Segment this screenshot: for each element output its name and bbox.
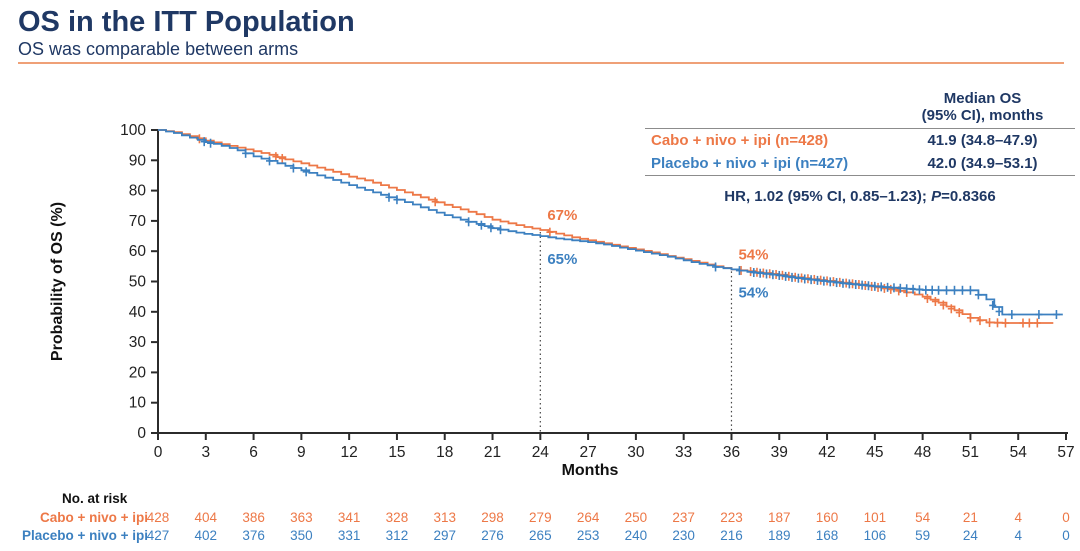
- at-risk-value: 237: [672, 510, 695, 525]
- at-risk-value: 312: [386, 528, 409, 543]
- at-risk-row-label-cabo: Cabo + nivo + ipi: [40, 510, 148, 525]
- y-tick-label: 10: [129, 395, 147, 412]
- x-tick-label: 48: [914, 444, 931, 461]
- x-tick-label: 57: [1057, 444, 1074, 461]
- x-tick-label: 21: [484, 444, 501, 461]
- at-risk-value: 160: [816, 510, 839, 525]
- at-risk-value: 4: [1014, 510, 1022, 525]
- at-risk-value: 404: [195, 510, 218, 525]
- x-tick-label: 45: [866, 444, 883, 461]
- x-tick-label: 24: [532, 444, 550, 461]
- hazard-ratio-text: HR, 1.02 (95% CI, 0.85–1.23); P=0.8366: [645, 188, 1075, 205]
- at-risk-value: 298: [481, 510, 504, 525]
- at-risk-value: 328: [386, 510, 409, 525]
- landmark-label: 65%: [547, 251, 577, 268]
- y-tick-label: 60: [129, 243, 147, 260]
- at-risk-value: 253: [577, 528, 600, 543]
- y-tick-label: 20: [129, 364, 147, 381]
- y-tick-label: 40: [129, 304, 147, 321]
- at-risk-value: 376: [242, 528, 265, 543]
- title-divider: [18, 62, 1064, 64]
- at-risk-value: 4: [1014, 528, 1022, 543]
- at-risk-value: 21: [963, 510, 978, 525]
- x-tick-label: 39: [771, 444, 788, 461]
- at-risk-value: 0: [1062, 528, 1070, 543]
- p-value: =0.8366: [941, 188, 996, 205]
- x-tick-label: 3: [201, 444, 210, 461]
- at-risk-value: 168: [816, 528, 839, 543]
- at-risk-value: 0: [1062, 510, 1070, 525]
- at-risk-value: 341: [338, 510, 361, 525]
- at-risk-value: 427: [147, 528, 170, 543]
- hr-prefix: HR, 1.02 (95% CI, 0.85–1.23);: [724, 188, 932, 205]
- median-os-header: Median OS (95% CI), months: [890, 90, 1075, 128]
- x-tick-label: 51: [962, 444, 979, 461]
- at-risk-value: 59: [915, 528, 930, 543]
- page-subtitle: OS was comparable between arms: [18, 39, 299, 59]
- at-risk-value: 189: [768, 528, 791, 543]
- legend-row-label-cabo: Cabo + nivo + ipi (n=428): [651, 132, 829, 149]
- x-tick-label: 36: [723, 444, 740, 461]
- at-risk-value: 313: [433, 510, 456, 525]
- median-os-header-line2: (95% CI), months: [921, 107, 1044, 124]
- at-risk-value: 276: [481, 528, 504, 543]
- at-risk-value: 428: [147, 510, 170, 525]
- page-title: OS in the ITT Population: [18, 6, 355, 38]
- y-tick-label: 50: [129, 274, 147, 291]
- x-tick-label: 15: [388, 444, 405, 461]
- at-risk-title: No. at risk: [62, 491, 128, 506]
- y-tick-label: 70: [129, 213, 147, 230]
- at-risk-value: 216: [720, 528, 743, 543]
- x-tick-label: 27: [579, 444, 596, 461]
- landmark-label: 54%: [738, 246, 768, 263]
- at-risk-value: 250: [625, 510, 648, 525]
- y-tick-label: 0: [137, 425, 146, 442]
- x-tick-label: 18: [436, 444, 453, 461]
- median-os-table: Median OS (95% CI), months Cabo + nivo +…: [645, 90, 1075, 205]
- median-os-header-line1: Median OS: [943, 90, 1022, 107]
- x-axis-title: Months: [562, 462, 619, 479]
- at-risk-value: 264: [577, 510, 600, 525]
- x-tick-label: 9: [297, 444, 306, 461]
- x-tick-label: 12: [341, 444, 358, 461]
- at-risk-row-label-placebo: Placebo + nivo + ipi: [22, 528, 148, 543]
- x-tick-label: 33: [675, 444, 692, 461]
- x-tick-label: 0: [154, 444, 163, 461]
- y-tick-label: 30: [129, 334, 147, 351]
- x-tick-label: 54: [1010, 444, 1028, 461]
- at-risk-value: 297: [433, 528, 456, 543]
- at-risk-value: 402: [195, 528, 218, 543]
- at-risk-value: 240: [625, 528, 648, 543]
- censor-marks-placebo: [200, 137, 1060, 320]
- at-risk-value: 106: [864, 528, 887, 543]
- x-tick-label: 30: [627, 444, 645, 461]
- at-risk-value: 363: [290, 510, 313, 525]
- x-tick-label: 6: [249, 444, 258, 461]
- landmark-label: 67%: [547, 207, 577, 224]
- legend-row-value-cabo: 41.9 (34.8–47.9): [927, 132, 1038, 149]
- y-tick-label: 100: [120, 122, 146, 139]
- at-risk-value: 350: [290, 528, 313, 543]
- at-risk-value: 230: [672, 528, 695, 543]
- at-risk-value: 101: [864, 510, 887, 525]
- x-tick-label: 42: [818, 444, 835, 461]
- at-risk-value: 223: [720, 510, 743, 525]
- at-risk-value: 24: [963, 528, 979, 543]
- at-risk-value: 386: [242, 510, 265, 525]
- legend-row-label-placebo: Placebo + nivo + ipi (n=427): [651, 155, 849, 172]
- at-risk-value: 265: [529, 528, 552, 543]
- p-label: P: [931, 188, 942, 205]
- at-risk-value: 331: [338, 528, 361, 543]
- y-tick-label: 90: [129, 152, 147, 169]
- legend-row-value-placebo: 42.0 (34.9–53.1): [927, 155, 1038, 172]
- y-tick-label: 80: [129, 183, 147, 200]
- landmark-label: 54%: [738, 284, 768, 301]
- at-risk-value: 187: [768, 510, 791, 525]
- y-axis-title: Probability of OS (%): [49, 202, 66, 361]
- at-risk-value: 54: [915, 510, 931, 525]
- at-risk-value: 279: [529, 510, 552, 525]
